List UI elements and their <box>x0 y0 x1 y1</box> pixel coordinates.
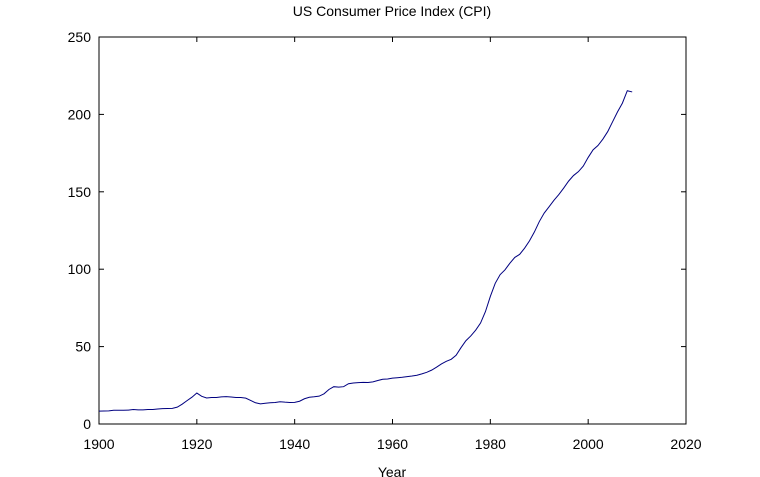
y-tick-label: 200 <box>68 106 92 122</box>
chart-title: US Consumer Price Index (CPI) <box>293 3 491 19</box>
cpi-series-line <box>98 90 633 412</box>
y-tick-label: 150 <box>68 184 92 200</box>
y-tick-label: 100 <box>68 261 92 277</box>
y-axis: 0 50 100 150 200 250 <box>68 29 686 432</box>
x-tick-label: 2020 <box>670 436 701 452</box>
x-tick-label: 1940 <box>279 436 310 452</box>
y-tick-label: 0 <box>83 416 91 432</box>
x-tick-label: 1900 <box>83 436 114 452</box>
x-tick-label: 2000 <box>573 436 604 452</box>
x-tick-label: 1920 <box>181 436 212 452</box>
plot-frame <box>98 36 687 425</box>
y-tick-label: 250 <box>68 29 92 45</box>
y-tick-label: 50 <box>75 339 91 355</box>
x-axis: 1900 1920 1940 1960 1980 2000 2020 <box>83 37 702 452</box>
x-tick-label: 1980 <box>475 436 506 452</box>
x-axis-label: Year <box>378 464 407 477</box>
x-tick-label: 1960 <box>377 436 408 452</box>
